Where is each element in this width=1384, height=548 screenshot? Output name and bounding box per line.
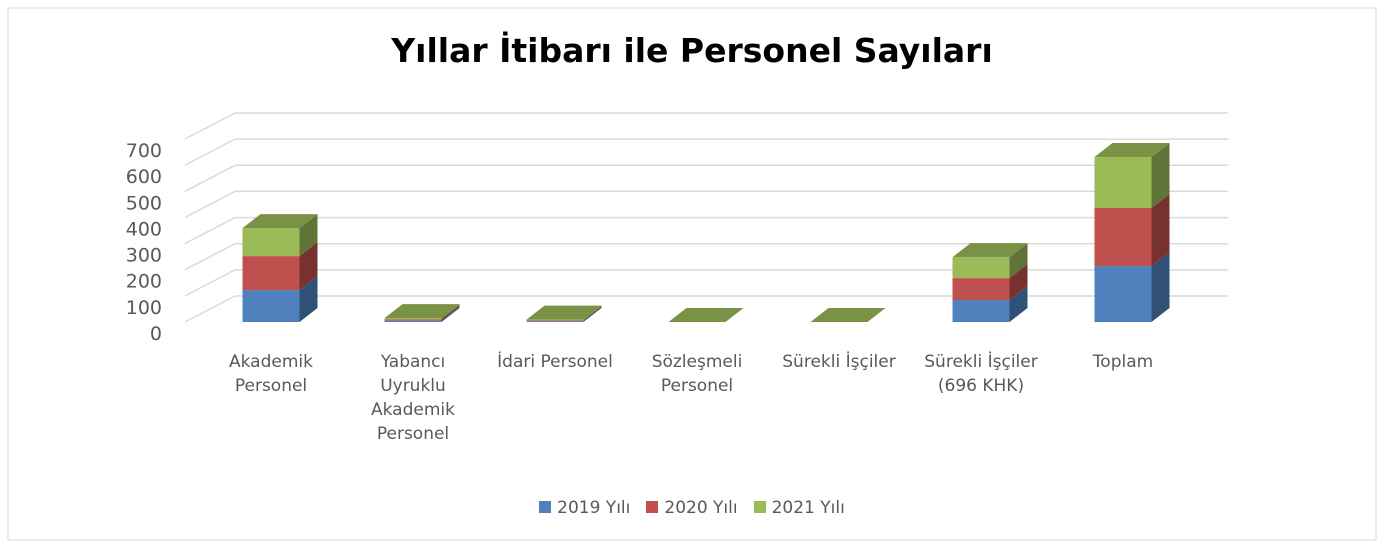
legend-item: 2020 Yılı [646, 498, 738, 518]
bar [242, 256, 300, 291]
y-tick-label: 100 [126, 297, 162, 319]
chart-border [7, 7, 1377, 541]
bar [1094, 208, 1152, 267]
bar-side [299, 242, 318, 291]
y-tick-label: 0 [150, 323, 162, 345]
bar-side [441, 306, 460, 322]
bar [1094, 266, 1152, 322]
x-tick-label: Yabancı Uyruklu Akademik Personel [371, 352, 455, 444]
bar [242, 228, 300, 257]
bar-side [441, 305, 460, 321]
legend-label: 2020 Yılı [664, 498, 738, 518]
bar [1094, 157, 1152, 209]
x-tick-label: Sürekli İşçiler (696 KHK) [924, 352, 1038, 396]
y-tick-label: 200 [126, 271, 162, 293]
bar-side [299, 214, 318, 257]
grid-line [184, 138, 236, 166]
bar-top [242, 214, 318, 229]
grid-line [184, 295, 236, 323]
bar-side [441, 304, 460, 320]
bar-side [1151, 194, 1170, 267]
bar [526, 321, 584, 322]
y-tick-label: 400 [126, 218, 162, 240]
bar-side [583, 307, 602, 322]
grid-line [184, 269, 236, 297]
legend-swatch [539, 501, 552, 513]
bar-side [583, 306, 602, 322]
grid-line [184, 216, 236, 245]
bar-side [1009, 264, 1028, 301]
bar [384, 319, 442, 321]
y-tick-label: 700 [126, 140, 162, 162]
x-tick-label: Toplam [1092, 352, 1154, 372]
legend-swatch [646, 501, 659, 513]
bar-side [1009, 286, 1028, 322]
grid-line [184, 112, 236, 140]
legend-label: 2019 Yılı [557, 498, 631, 518]
bar-top [526, 305, 602, 320]
x-tick-label: İdari Personel [497, 352, 613, 372]
bar-top [384, 304, 460, 319]
bar-side [1151, 143, 1170, 209]
bar-side [583, 305, 602, 321]
x-tick-label: Sürekli İşçiler [782, 352, 896, 372]
chart-title: Yıllar İtibarı ile Personel Sayıları [390, 30, 993, 70]
legend: 2019 Yılı 2020 Yılı 2021 Yılı [0, 498, 1384, 518]
bar-top [1094, 143, 1170, 158]
bar-top [810, 308, 886, 322]
bar [384, 320, 442, 322]
bar-top [952, 243, 1028, 258]
bar [952, 257, 1010, 279]
bar-side [299, 276, 318, 322]
x-tick-label: Sözleşmeli Personel [651, 352, 743, 396]
y-tick-label: 500 [126, 192, 162, 214]
bar-side [1151, 252, 1170, 322]
legend-item: 2019 Yılı [539, 498, 630, 518]
bar [952, 278, 1010, 301]
bar [952, 300, 1010, 322]
bar [526, 319, 584, 321]
bar [384, 318, 442, 320]
legend-item: 2021 Yılı [753, 498, 845, 518]
grid-line [184, 243, 236, 271]
grid-line [184, 190, 236, 219]
bar [242, 290, 300, 322]
bar-side [1009, 243, 1028, 279]
bar [526, 320, 584, 322]
y-tick-label: 300 [126, 245, 162, 267]
legend-label: 2021 Yılı [771, 498, 845, 518]
y-tick-label: 600 [126, 166, 162, 188]
grid-line [184, 164, 236, 192]
x-tick-label: Akademik Personel [229, 352, 313, 396]
bar-top [668, 308, 744, 322]
legend-swatch [753, 501, 766, 513]
